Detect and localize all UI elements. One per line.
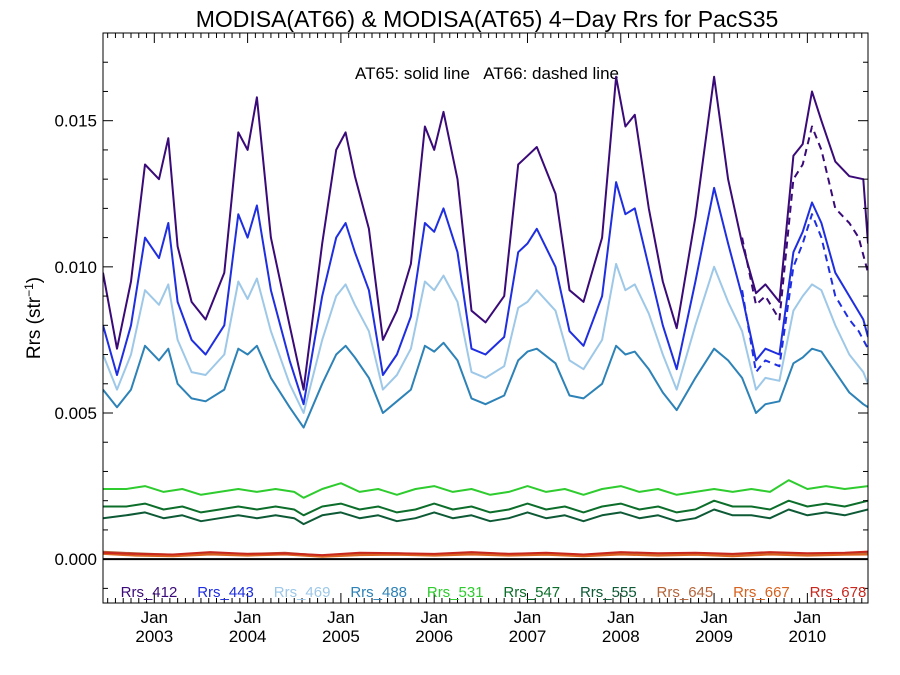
- y-axis-label-superscript: −1: [22, 283, 36, 297]
- series-line-rrs-488: [103, 341, 868, 429]
- legend-entry-rrs-678: Rrs_678: [810, 584, 867, 601]
- series-line-rrs-547: [103, 499, 868, 517]
- x-tick-year-label: 2004: [229, 627, 267, 646]
- x-tick-month-label: Jan: [327, 608, 354, 627]
- x-tick-month-label: Jan: [420, 608, 447, 627]
- x-tick-year-label: 2007: [509, 627, 547, 646]
- series-line-rrs-667: [103, 552, 868, 558]
- y-tick-label: 0.015: [54, 112, 97, 131]
- legend-entry-rrs-531: Rrs_531: [427, 584, 484, 601]
- y-axis: 0.000 0.005 0.010 0.015: [54, 61, 868, 589]
- legend-entry-rrs-667: Rrs_667: [733, 584, 790, 601]
- series-line-rrs-555: [103, 508, 868, 526]
- series-line-rrs-443-at66: [741, 213, 868, 374]
- x-tick-year-label: 2003: [135, 627, 173, 646]
- x-tick-year-label: 2005: [322, 627, 360, 646]
- x-tick-year-label: 2006: [415, 627, 453, 646]
- plot-lines: [103, 75, 868, 561]
- x-tick-year-label: 2010: [788, 627, 826, 646]
- x-tick-month-label: Jan: [607, 608, 634, 627]
- legend-entry-rrs-547: Rrs_547: [503, 584, 560, 601]
- series-line-rrs-531: [103, 479, 868, 499]
- series-line-rrs-443: [103, 181, 868, 406]
- legend-entry-rrs-443: Rrs_443: [197, 584, 254, 601]
- legend-entry-rrs-488: Rrs_488: [350, 584, 407, 601]
- series-line-rrs-412: [103, 75, 868, 391]
- chart-title: MODISA(AT66) & MODISA(AT65) 4−Day Rrs fo…: [196, 6, 779, 32]
- plot-frame: [102, 32, 869, 604]
- x-tick-month-label: Jan: [234, 608, 261, 627]
- legend-entry-rrs-555: Rrs_555: [580, 584, 637, 601]
- x-tick-year-label: 2009: [695, 627, 733, 646]
- chart-legend: Rrs_412 Rrs_443 Rrs_469 Rrs_488 Rrs_531 Rrs_5…: [121, 584, 867, 601]
- legend-entry-rrs-412: Rrs_412: [121, 584, 178, 601]
- y-axis-label-close: ): [24, 277, 45, 283]
- x-tick-month-label: Jan: [794, 608, 821, 627]
- line-style-annotation: AT65: solid line AT66: dashed line: [355, 64, 619, 83]
- legend-entry-rrs-469: Rrs_469: [274, 584, 331, 601]
- y-tick-label: 0.010: [54, 258, 97, 277]
- x-axis: Jan2003Jan2004Jan2005Jan2006Jan2007Jan20…: [107, 33, 863, 646]
- x-tick-month-label: Jan: [141, 608, 168, 627]
- series-line-rrs-412-at66: [741, 125, 868, 321]
- series-line-rrs-678: [103, 550, 868, 557]
- y-axis-label: Rrs (str−1): [22, 277, 45, 359]
- series-line-rrs-469: [103, 262, 868, 414]
- y-axis-label-text: Rrs (str: [24, 296, 45, 359]
- y-tick-label: 0.005: [54, 404, 97, 423]
- x-tick-month-label: Jan: [700, 608, 727, 627]
- x-tick-month-label: Jan: [514, 608, 541, 627]
- y-tick-label: 0.000: [54, 550, 97, 569]
- x-tick-year-label: 2008: [602, 627, 640, 646]
- legend-entry-rrs-645: Rrs_645: [657, 584, 714, 601]
